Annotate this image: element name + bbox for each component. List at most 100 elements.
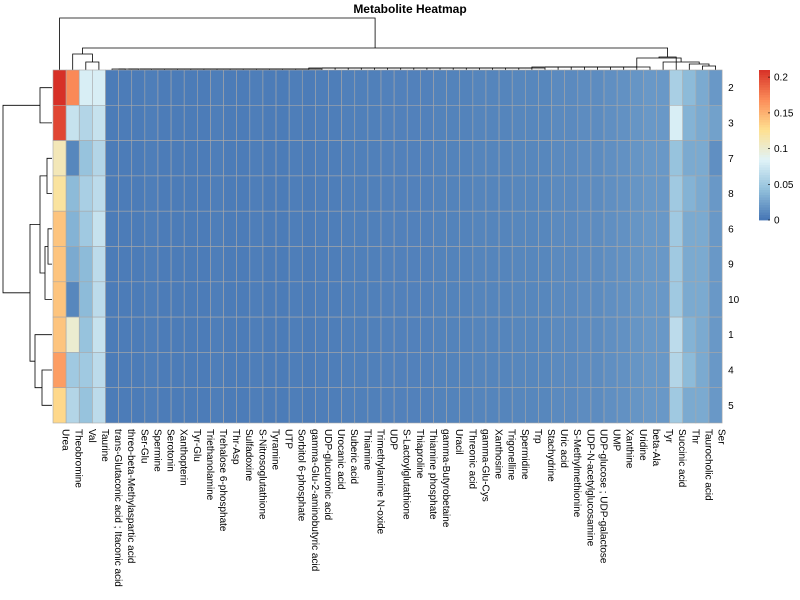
row-label: 5 bbox=[728, 401, 734, 412]
chart-title: Metabolite Heatmap bbox=[353, 2, 466, 16]
heatmap-cell bbox=[131, 175, 146, 212]
heatmap-cell bbox=[590, 175, 605, 212]
heatmap-cell bbox=[354, 387, 369, 424]
heatmap-cell bbox=[92, 210, 106, 247]
heatmap-cell bbox=[301, 140, 316, 177]
heatmap-cell bbox=[262, 140, 277, 177]
column-label: Trehalose 6-phosphate bbox=[217, 429, 228, 532]
legend-color-step bbox=[759, 147, 770, 151]
heatmap-cell bbox=[616, 281, 631, 318]
heatmap-cell bbox=[629, 281, 644, 318]
column-dendrogram-link bbox=[295, 68, 323, 70]
heatmap-cell bbox=[210, 140, 224, 177]
column-label: UDP bbox=[388, 429, 399, 450]
heatmap-cell bbox=[52, 140, 67, 177]
legend-color-step bbox=[759, 180, 770, 183]
heatmap-cell bbox=[616, 210, 631, 247]
heatmap-cell bbox=[183, 387, 198, 424]
heatmap-cell bbox=[131, 105, 146, 141]
heatmap-cell bbox=[315, 69, 329, 106]
heatmap-cell bbox=[52, 210, 67, 247]
heatmap-cell bbox=[485, 210, 500, 247]
heatmap-cell bbox=[420, 175, 434, 212]
column-label: UTP bbox=[283, 429, 294, 449]
legend-color-step bbox=[759, 97, 770, 101]
heatmap-cell bbox=[131, 387, 146, 424]
heatmap-cell bbox=[144, 210, 159, 247]
heatmap-cell bbox=[393, 387, 408, 424]
heatmap-cell bbox=[328, 140, 342, 177]
heatmap-cell bbox=[551, 140, 565, 177]
heatmap-cell bbox=[170, 246, 185, 283]
legend-color-step bbox=[759, 217, 770, 221]
heatmap-cell bbox=[393, 246, 408, 283]
heatmap-cell bbox=[538, 105, 552, 141]
row-label: 7 bbox=[728, 154, 734, 165]
heatmap-cell bbox=[354, 140, 369, 177]
heatmap-cell bbox=[616, 69, 631, 106]
heatmap-cell bbox=[485, 316, 500, 353]
heatmap-cell bbox=[695, 210, 710, 247]
heatmap-cell bbox=[485, 387, 500, 424]
heatmap-cell bbox=[341, 105, 356, 141]
row-dendrogram bbox=[2, 87, 52, 406]
heatmap-cell bbox=[393, 105, 408, 141]
heatmap-cell bbox=[183, 281, 198, 318]
heatmap-cell bbox=[262, 281, 277, 318]
heatmap-cell bbox=[643, 246, 657, 283]
row-labels: 2 3 7 8 6 9 10 1 4 5 bbox=[728, 83, 740, 412]
heatmap-cell bbox=[380, 175, 395, 212]
heatmap-cell bbox=[472, 352, 487, 388]
heatmap-cell bbox=[459, 210, 474, 247]
legend-color-step bbox=[759, 115, 770, 118]
heatmap-cell bbox=[695, 316, 710, 353]
legend-color-step bbox=[759, 132, 770, 136]
legend-color-step bbox=[759, 145, 770, 148]
heatmap-cell bbox=[590, 352, 605, 388]
heatmap-cell bbox=[144, 281, 159, 318]
heatmap-cell bbox=[380, 387, 395, 424]
heatmap-cell bbox=[197, 105, 211, 141]
heatmap-cell bbox=[275, 316, 290, 353]
heatmap-cell bbox=[315, 210, 329, 247]
heatmap-cell bbox=[603, 140, 618, 177]
heatmap-cell bbox=[275, 246, 290, 283]
legend-color-step bbox=[759, 157, 770, 161]
column-label: Suberic acid bbox=[348, 429, 359, 484]
heatmap-cell bbox=[472, 281, 487, 318]
legend-color-step bbox=[759, 160, 770, 163]
legend-color-step bbox=[759, 177, 770, 181]
legend-color-step bbox=[759, 110, 770, 113]
heatmap-cell bbox=[183, 316, 198, 353]
heatmap-cell bbox=[629, 140, 644, 177]
column-label: gamma-Butyrobetaine bbox=[440, 429, 451, 528]
heatmap-cell bbox=[367, 105, 382, 141]
heatmap-cell bbox=[682, 69, 697, 106]
heatmap-cell bbox=[118, 316, 133, 353]
heatmap-cell bbox=[459, 175, 474, 212]
heatmap-cell bbox=[52, 246, 67, 283]
legend-tick-label: 0 bbox=[774, 216, 780, 227]
heatmap-cell bbox=[682, 140, 697, 177]
heatmap-cell bbox=[577, 281, 592, 318]
heatmap-cell bbox=[301, 246, 316, 283]
heatmap-cell bbox=[52, 387, 67, 424]
heatmap-cell bbox=[459, 387, 474, 424]
legend-color-step bbox=[759, 162, 770, 166]
column-dendrogram-link bbox=[636, 57, 682, 67]
heatmap-cell bbox=[590, 140, 605, 177]
row-label: 9 bbox=[728, 260, 734, 271]
heatmap-cell bbox=[695, 387, 710, 424]
heatmap-cell bbox=[406, 105, 421, 141]
legend-color-step bbox=[759, 210, 770, 213]
heatmap-cell bbox=[275, 281, 290, 318]
heatmap-cell bbox=[288, 210, 303, 247]
heatmap-cell bbox=[341, 352, 356, 388]
column-dendrogram-link bbox=[518, 67, 546, 70]
column-label: Ser-Glu bbox=[138, 429, 149, 463]
heatmap-cell bbox=[498, 69, 513, 106]
heatmap-cell bbox=[577, 316, 592, 353]
column-dendrogram-link bbox=[662, 61, 700, 70]
heatmap-cell bbox=[341, 316, 356, 353]
heatmap-cell bbox=[446, 140, 461, 177]
